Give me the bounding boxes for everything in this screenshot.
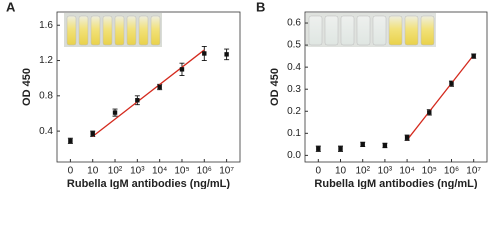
tube [356, 15, 371, 46]
y-tick-label: 0.5 [287, 40, 301, 51]
tube [90, 15, 101, 46]
data-point [382, 143, 388, 148]
x-tick-label: 10⁴ [152, 166, 167, 177]
panel-label: A [6, 0, 16, 14]
tube-photo-a [64, 13, 162, 47]
tube [324, 15, 339, 46]
tube [138, 15, 149, 46]
x-tick-label: 10² [108, 166, 123, 177]
x-axis-label: Rubella IgM antibodies (ng/mL) [314, 178, 478, 189]
y-axis-label: OD 450 [269, 68, 281, 106]
x-tick-label: 10³ [130, 166, 145, 177]
data-point [202, 51, 207, 56]
y-tick-label: 0.4 [39, 126, 53, 137]
tube [78, 15, 89, 46]
data-point [427, 110, 432, 115]
plot-frame [56, 11, 241, 163]
x-tick-label: 10⁴ [399, 166, 414, 177]
panel-label: B [256, 0, 265, 14]
fit-line [406, 54, 475, 141]
x-axis-label: Rubella IgM antibodies (ng/mL) [67, 178, 231, 189]
tube [114, 15, 125, 46]
tube [66, 15, 77, 46]
y-tick-label: 1.6 [39, 20, 53, 31]
data-point [471, 53, 476, 59]
x-tick-label: 0 [316, 166, 322, 177]
y-tick-label: 1.2 [39, 55, 53, 66]
x-tick-label: 10⁶ [444, 166, 459, 177]
x-tick-label: 10⁷ [219, 166, 234, 177]
data-point [68, 138, 73, 144]
x-tick-label: 10³ [378, 166, 393, 177]
x-tick-label: 10⁵ [174, 166, 189, 177]
data-point [179, 67, 185, 72]
y-tick-label: 0.1 [287, 128, 301, 139]
tube [126, 15, 137, 46]
data-point [360, 142, 365, 147]
data-point [112, 110, 118, 115]
data-point [157, 84, 162, 90]
plot-frame [304, 11, 488, 163]
data-point [404, 135, 410, 140]
y-tick-label: 0.2 [287, 106, 301, 117]
fit-line [92, 49, 205, 137]
x-tick-label: 10 [87, 166, 99, 177]
y-tick-label: 0.3 [287, 84, 301, 95]
data-point [338, 146, 343, 151]
x-tick-label: 10 [335, 166, 347, 177]
data-point [135, 98, 140, 103]
x-tick-label: 10⁶ [197, 166, 212, 177]
tube [102, 15, 113, 46]
tube [308, 15, 323, 46]
data-point [316, 146, 321, 151]
tube [420, 15, 435, 46]
y-tick-label: 0.0 [287, 150, 301, 161]
y-tick-label: 0.6 [287, 18, 301, 29]
tube [404, 15, 419, 46]
x-tick-label: 10⁵ [422, 166, 437, 177]
x-tick-label: 10² [355, 166, 370, 177]
y-tick-label: 0.4 [287, 62, 301, 73]
tube-photo-b [306, 13, 436, 47]
tube [372, 15, 387, 46]
data-point [224, 52, 229, 57]
data-point [449, 81, 454, 86]
x-tick-label: 0 [68, 166, 74, 177]
tube [150, 15, 161, 46]
tube [388, 15, 403, 46]
y-axis-label: OD 450 [21, 68, 33, 106]
figure: A0.40.81.21.60 10 10² 10³ 10⁴ 10⁵ 10⁶ 10⁷Rubell… [6, 0, 488, 189]
x-tick-label: 10⁷ [466, 166, 481, 177]
y-tick-label: 0.8 [39, 90, 53, 101]
tube [340, 15, 355, 46]
data-point [90, 131, 95, 136]
